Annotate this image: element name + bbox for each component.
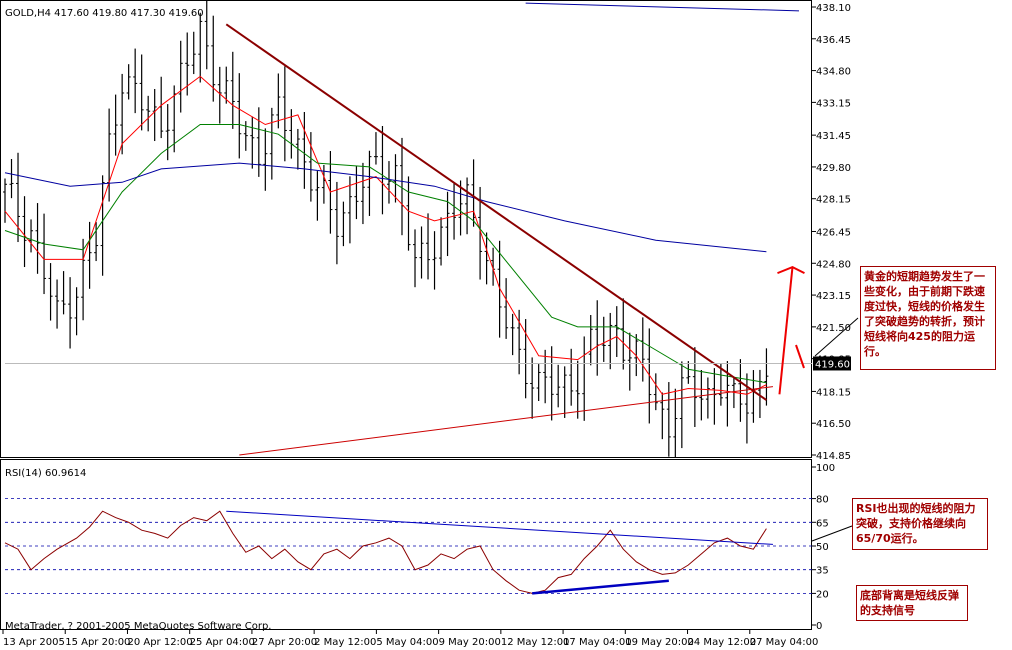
symbol-label: GOLD,H4 417.60 419.80 417.30 419.60 bbox=[5, 8, 204, 19]
time-label: 15 Apr 20:00 bbox=[65, 637, 130, 648]
price-tick-label: 426.45 bbox=[816, 227, 851, 238]
price-tick-label: 414.85 bbox=[816, 451, 851, 462]
rsi-tick-label: 20 bbox=[816, 589, 829, 600]
arrow-head bbox=[777, 266, 805, 275]
time-label: 27 May 04:00 bbox=[750, 637, 819, 648]
copyright-text: MetaTrader, ? 2001-2005 MetaQuotes Softw… bbox=[5, 621, 271, 632]
time-label: 9 May 20:00 bbox=[439, 637, 501, 648]
rsi-panel: 100 80 65 50 35 20 0 bbox=[0, 459, 853, 632]
rsi-line bbox=[4, 510, 767, 594]
rsi-tick-label: 0 bbox=[816, 621, 822, 632]
price-tick-label: 438.10 bbox=[816, 3, 851, 14]
time-label: 17 May 04:00 bbox=[563, 637, 632, 648]
price-tick-label: 428.15 bbox=[816, 195, 851, 206]
time-label: 27 Apr 20:00 bbox=[252, 637, 317, 648]
time-label: 12 May 12:00 bbox=[501, 637, 570, 648]
time-label: 2 May 12:00 bbox=[314, 637, 376, 648]
rsi-tick-label: 100 bbox=[816, 463, 835, 474]
upward-arrow bbox=[778, 267, 794, 395]
rsi-tick-label: 80 bbox=[816, 495, 829, 506]
price-tick-label: 416.50 bbox=[816, 419, 851, 430]
rsi-panel-frame bbox=[0, 459, 812, 630]
time-label: 5 May 04:00 bbox=[376, 637, 438, 648]
rsi-tick-label: 35 bbox=[816, 566, 829, 577]
rsi-label: RSI(14) 60.9614 bbox=[5, 468, 86, 479]
support-trendline bbox=[239, 386, 774, 456]
annotation-leader bbox=[814, 317, 859, 357]
rsi-annotation-leader bbox=[811, 525, 853, 542]
last-price-label: 419.60 bbox=[815, 359, 850, 370]
price-tick-label: 421.50 bbox=[816, 323, 851, 334]
time-label: 19 May 20:00 bbox=[625, 637, 694, 648]
time-label: 20 Apr 12:00 bbox=[127, 637, 192, 648]
rsi-tick-label: 65 bbox=[816, 518, 829, 529]
price-tick-label: 433.15 bbox=[816, 98, 851, 109]
rsi-tick-label: 50 bbox=[816, 542, 829, 553]
upper-trendline bbox=[525, 2, 799, 12]
price-panel-frame bbox=[0, 0, 812, 458]
price-panel: 438.10 436.45 434.80 433.15 431.45 429.80 428.… bbox=[0, 0, 859, 462]
last-price-box bbox=[813, 356, 851, 371]
price-tick-label: 418.15 bbox=[816, 387, 851, 398]
annotation-main: 黄金的短期趋势发生了一些变化，由于前期下跌速度过快，短线的价格发生了突破趋势的转… bbox=[860, 266, 996, 370]
price-tick-label: 429.80 bbox=[816, 163, 851, 174]
price-tick-label: 436.45 bbox=[816, 35, 851, 46]
rsi-divergence-line bbox=[532, 579, 669, 595]
small-arrow bbox=[795, 344, 805, 369]
time-label: 25 Apr 04:00 bbox=[190, 637, 255, 648]
price-tick-label: 424.80 bbox=[816, 259, 851, 270]
price-tick-label: 423.15 bbox=[816, 291, 851, 302]
time-label: 13 Apr 2005 bbox=[3, 637, 65, 648]
ma-line-blue bbox=[4, 162, 767, 253]
rsi-resistance-trendline bbox=[226, 510, 773, 545]
annotation-rsi: RSI也出现的短线的阻力突破，支持价格继续向65/70运行。 bbox=[852, 498, 988, 550]
price-tick-label: 431.45 bbox=[816, 131, 851, 142]
ma-line-green bbox=[4, 124, 767, 384]
time-label: 24 May 12:00 bbox=[688, 637, 757, 648]
resistance-trendline bbox=[225, 23, 768, 401]
price-tick-label: 434.80 bbox=[816, 67, 851, 78]
ma-line-red bbox=[4, 75, 767, 395]
annotation-divergence: 底部背离是短线反弹的支持信号 bbox=[856, 585, 968, 621]
